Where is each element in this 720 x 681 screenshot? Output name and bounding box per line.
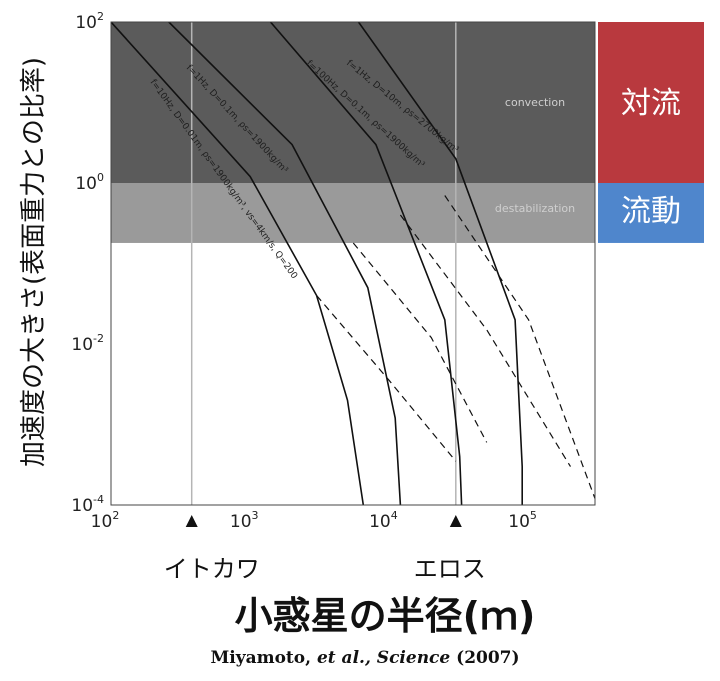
- side-bands: [598, 22, 704, 243]
- side-band-1: [598, 183, 704, 243]
- x-tick-exponent: 2: [112, 509, 119, 522]
- x-tick-labels: 102 103 104 105: [91, 509, 537, 532]
- citation-authors: Miyamoto,: [210, 648, 317, 668]
- x-tick-label: 102: [91, 509, 120, 532]
- side-band-0: [598, 22, 704, 183]
- side-band-label-flow: 流動: [621, 194, 681, 229]
- y-tick-exponent: 0: [97, 171, 104, 184]
- asteroid-marker-0: [185, 515, 198, 527]
- curves: [111, 22, 595, 505]
- side-band-label-convection: 対流: [621, 86, 681, 121]
- x-tick-label: 105: [508, 509, 537, 532]
- y-tick-label: 100: [75, 171, 104, 194]
- series-dashed-0: [316, 295, 457, 462]
- citation-journal: Science: [377, 648, 451, 668]
- asteroid-name-0: イトカワ: [164, 555, 260, 583]
- y-axis-label: 加速度の大きさ(表面重力との比率): [19, 57, 49, 467]
- series-solid-1: [168, 22, 402, 505]
- x-tick-exponent: 5: [530, 509, 537, 522]
- citation-etal: et al.,: [317, 648, 371, 668]
- region-label-convection: convection: [505, 96, 565, 109]
- x-tick-label: 104: [369, 509, 398, 532]
- x-axis-label: 小惑星の半径(ｍ): [235, 594, 536, 638]
- asteroid-markers: イトカワ エロス: [164, 515, 486, 583]
- x-tick-exponent: 3: [252, 509, 259, 522]
- series-dashed-3: [444, 195, 595, 499]
- x-tick-label: 103: [230, 509, 259, 532]
- plot-frame: [110, 21, 596, 506]
- y-tick-label: 10-2: [71, 332, 104, 355]
- asteroid-name-1: エロス: [414, 555, 486, 583]
- asteroid-marker-1: [449, 515, 462, 527]
- region-label-destabilization: destabilization: [495, 202, 575, 215]
- y-tick-exponent: -4: [93, 493, 104, 506]
- y-tick-exponent: 2: [97, 10, 104, 23]
- series-dashed-1: [352, 242, 488, 443]
- series-solid-2: [269, 22, 463, 505]
- citation: Miyamoto, et al., Science (2007): [210, 648, 519, 668]
- x-tick-exponent: 4: [391, 509, 398, 522]
- series-solid-3: [357, 22, 523, 505]
- y-tick-label: 102: [75, 10, 104, 33]
- y-tick-exponent: -2: [93, 332, 104, 345]
- citation-year: (2007): [456, 648, 519, 668]
